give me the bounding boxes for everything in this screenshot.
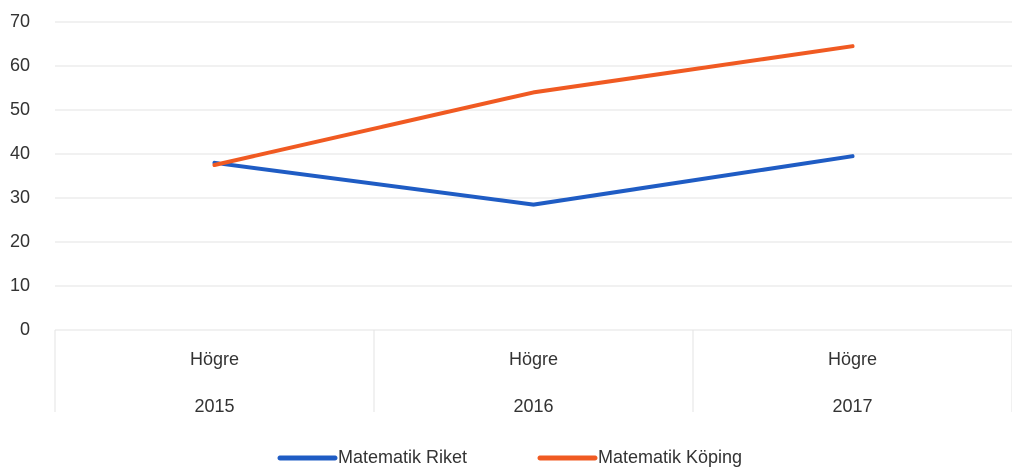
x-subcategory-label: Högre bbox=[190, 349, 239, 369]
x-tick-label: 2015 bbox=[194, 396, 234, 416]
legend-label: Matematik Riket bbox=[338, 447, 467, 467]
x-tick-label: 2017 bbox=[832, 396, 872, 416]
y-tick-label: 70 bbox=[10, 11, 30, 31]
y-tick-label: 30 bbox=[10, 187, 30, 207]
y-tick-label: 10 bbox=[10, 275, 30, 295]
x-subcategory-label: Högre bbox=[509, 349, 558, 369]
legend-label: Matematik Köping bbox=[598, 447, 742, 467]
x-subcategory-label: Högre bbox=[828, 349, 877, 369]
y-tick-label: 60 bbox=[10, 55, 30, 75]
line-series bbox=[212, 154, 855, 207]
y-tick-label: 0 bbox=[20, 319, 30, 339]
x-tick-label: 2016 bbox=[513, 396, 553, 416]
line-series bbox=[212, 44, 855, 167]
y-tick-label: 40 bbox=[10, 143, 30, 163]
y-tick-label: 50 bbox=[10, 99, 30, 119]
y-tick-label: 20 bbox=[10, 231, 30, 251]
